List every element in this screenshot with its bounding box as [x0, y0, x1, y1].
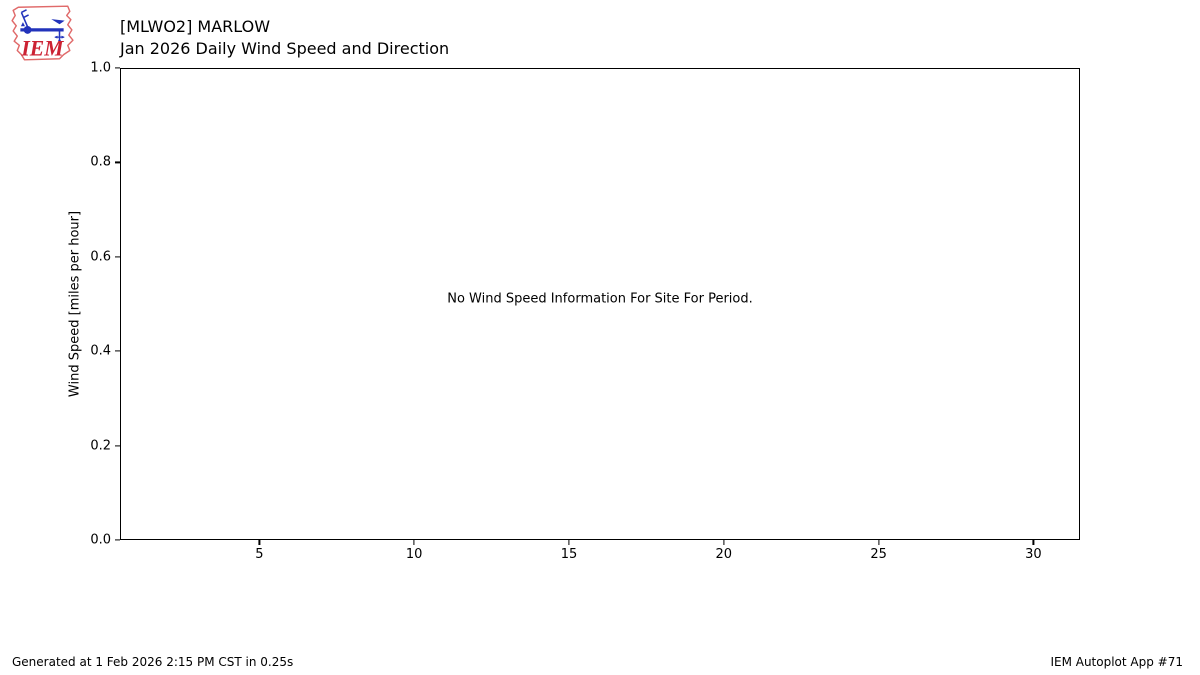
- y-tick-mark: [115, 67, 120, 69]
- x-tick-mark: [878, 540, 880, 545]
- y-tick-mark: [115, 256, 120, 258]
- x-tick-label: 20: [715, 547, 733, 562]
- x-tick-mark: [258, 540, 260, 545]
- autoplot-app-stamp: IEM Autoplot App #71: [1050, 655, 1183, 669]
- x-tick-label: 30: [1025, 547, 1042, 562]
- x-tick-mark: [1032, 540, 1034, 545]
- title-line-1: [MLWO2] MARLOW: [120, 17, 271, 36]
- logo-text: IEM: [20, 37, 64, 61]
- y-tick-mark: [115, 539, 120, 541]
- x-tick-label: 10: [405, 547, 423, 562]
- y-tick-mark: [115, 161, 120, 163]
- chart-title: [MLWO2] MARLOW Jan 2026 Daily Wind Speed…: [120, 16, 449, 60]
- plot-area: [120, 68, 1080, 540]
- x-tick-label: 5: [255, 547, 264, 562]
- y-axis-label: Wind Speed [miles per hour]: [67, 210, 83, 398]
- generated-at-stamp: Generated at 1 Feb 2026 2:15 PM CST in 0…: [12, 655, 294, 669]
- title-line-2: Jan 2026 Daily Wind Speed and Direction: [120, 39, 450, 58]
- y-tick-mark: [115, 350, 120, 352]
- y-tick-label: 0.2: [90, 438, 111, 454]
- y-tick-label: 0.6: [90, 249, 111, 265]
- y-tick-label: 0.4: [90, 343, 111, 359]
- x-tick-mark: [413, 540, 415, 545]
- x-tick-label: 25: [870, 547, 887, 562]
- x-tick-label: 15: [560, 547, 578, 562]
- anemometer-icon: [20, 9, 65, 44]
- y-tick-label: 1.0: [90, 60, 111, 76]
- y-tick-label: 0.8: [90, 154, 111, 170]
- iowa-outline-icon: [11, 5, 74, 61]
- no-data-message: No Wind Speed Information For Site For P…: [447, 291, 753, 307]
- y-tick-label: 0.0: [90, 532, 111, 548]
- iem-logo: IEM: [11, 5, 74, 61]
- x-tick-mark: [723, 540, 725, 545]
- y-tick-mark: [115, 445, 120, 447]
- x-tick-mark: [568, 540, 570, 545]
